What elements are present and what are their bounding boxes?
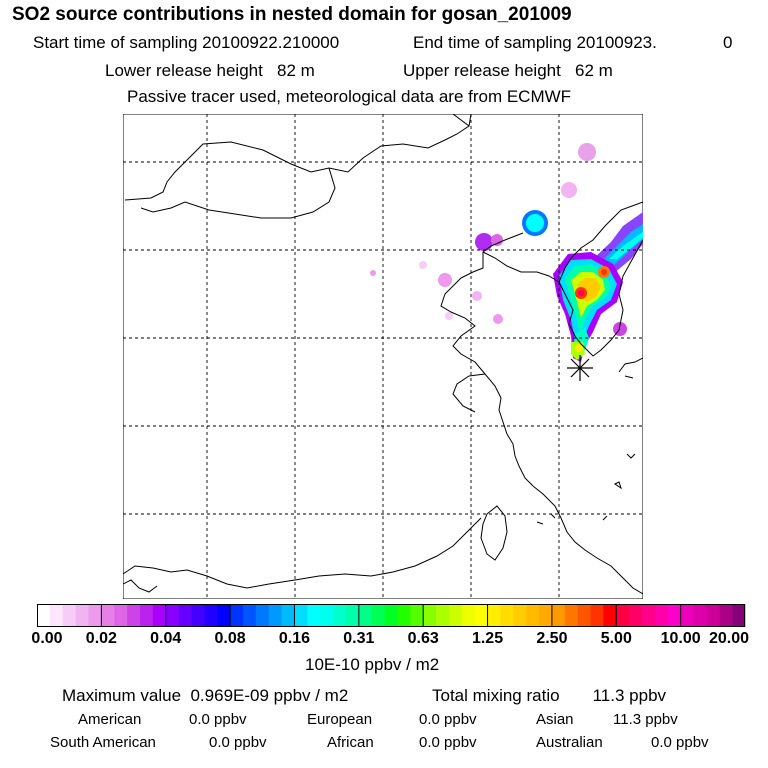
colorbar-units: 10E-10 ppbv / m2 (305, 655, 440, 674)
colorbar-cell (616, 604, 630, 627)
sampling-start: Start time of sampling 20100922.210000 (33, 33, 340, 52)
colorbar-cell (629, 604, 643, 627)
colorbar-cell (423, 604, 437, 627)
colorbar-cell (667, 604, 681, 627)
colorbar-cell (706, 604, 720, 627)
colorbar-cell (539, 604, 553, 627)
colorbar-cell (268, 604, 282, 627)
colorbar-tick-label: 0.02 (85, 630, 117, 647)
colorbar-cell (242, 604, 257, 627)
colorbar-cell (474, 604, 488, 627)
colorbar-cell (281, 604, 295, 627)
sampling-end: End time of sampling 20100923. (413, 33, 657, 52)
colorbar-cell (230, 604, 244, 627)
source-african-label: African (327, 734, 374, 751)
colorbar-cell (217, 604, 231, 627)
concentration-map (123, 114, 643, 599)
colorbar-tick-label: 0.00 (31, 630, 63, 647)
colorbar-cell (88, 604, 102, 627)
colorbar-cell (564, 604, 578, 627)
colorbar-cell (152, 604, 167, 627)
colorbar-cell (436, 604, 450, 627)
source-african-value: 0.0 ppbv (419, 734, 477, 751)
colorbar-cell (101, 604, 115, 627)
colorbar-cell (487, 604, 501, 627)
colorbar-cell (333, 604, 347, 627)
colorbar-cell (461, 604, 475, 627)
colorbar-cell (577, 604, 591, 627)
colorbar-cell (732, 604, 746, 627)
colorbar-tick-label: 0.16 (278, 630, 311, 647)
colorbar-tick-label: 0.31 (343, 630, 375, 647)
colorbar-cell (371, 604, 385, 627)
colorbar-cell (654, 604, 669, 627)
colorbar-cell (513, 604, 527, 627)
colorbar-cell (693, 604, 707, 627)
source-asian-label: Asian (536, 711, 574, 728)
colorbar-cell (590, 604, 604, 627)
colorbar-cell (127, 604, 141, 627)
colorbar-cell (500, 604, 514, 627)
colorbar-cell (526, 604, 540, 627)
colorbar-cell (114, 604, 128, 627)
source-european-value: 0.0 ppbv (419, 711, 477, 728)
source-australian-value: 0.0 ppbv (651, 734, 709, 751)
colorbar-tick-label: 0.08 (214, 630, 246, 647)
total-mixing-ratio: Total mixing ratio 11.3 ppbv (432, 686, 667, 705)
colorbar-cell (551, 604, 566, 627)
colorbar-cell (384, 604, 398, 627)
colorbar-cell (680, 604, 694, 627)
coastlines (123, 114, 643, 595)
colorbar-tick-label: 0.04 (150, 630, 182, 647)
plot-title: SO2 source contributions in nested domai… (12, 4, 572, 25)
colorbar-cell (294, 604, 308, 627)
colorbar-tick-label: 2.50 (536, 630, 568, 647)
colorbar-cell (62, 604, 76, 627)
latlon-grid (123, 114, 643, 599)
colorbar-tick-label: 1.25 (471, 630, 504, 647)
colorbar-cell (320, 604, 334, 627)
source-south-american-value: 0.0 ppbv (209, 734, 267, 751)
colorbar-cell (410, 604, 424, 627)
source-european-label: European (307, 711, 373, 728)
colorbar-cell (165, 604, 179, 627)
colorbar-cell (345, 604, 360, 627)
colorbar-cell (178, 604, 192, 627)
colorbar-cell (307, 604, 321, 627)
colorbar-cell (75, 604, 89, 627)
colorbar-tick-label: 0.63 (407, 630, 439, 647)
source-american-value: 0.0 ppbv (189, 711, 247, 728)
maximum-value: Maximum value 0.969E-09 ppbv / m2 (62, 686, 349, 705)
source-asian-value: 11.3 ppbv (613, 711, 678, 728)
colorbar-cell (448, 604, 463, 627)
colorbar-cell (719, 604, 733, 627)
upper-release-height: Upper release height 62 m (403, 61, 613, 80)
tracer-note: Passive tracer used, meteorological data… (127, 87, 572, 106)
colorbar-tick-label: 10.00 (660, 630, 701, 647)
sampling-end-value: 0 (723, 33, 733, 52)
colorbar-cell (397, 604, 411, 627)
colorbar-cell (255, 604, 270, 627)
colorbar-cell (37, 604, 51, 627)
colorbar (37, 604, 746, 627)
colorbar-tick-label: 5.00 (600, 630, 632, 647)
colorbar-cell (204, 604, 218, 627)
colorbar-cell (191, 604, 205, 627)
colorbar-cell (642, 604, 656, 627)
lower-release-height: Lower release height 82 m (105, 61, 315, 80)
plume-layer (370, 143, 643, 362)
source-australian-label: Australian (536, 734, 603, 751)
colorbar-cell (358, 604, 372, 627)
colorbar-cell (139, 604, 154, 627)
receptor-star-icon (567, 355, 593, 381)
source-american-label: American (78, 711, 142, 728)
source-south-american-label: South American (50, 734, 156, 751)
colorbar-cell (49, 604, 64, 627)
colorbar-tick-label: 20.00 (708, 630, 750, 647)
colorbar-cell (603, 604, 617, 627)
